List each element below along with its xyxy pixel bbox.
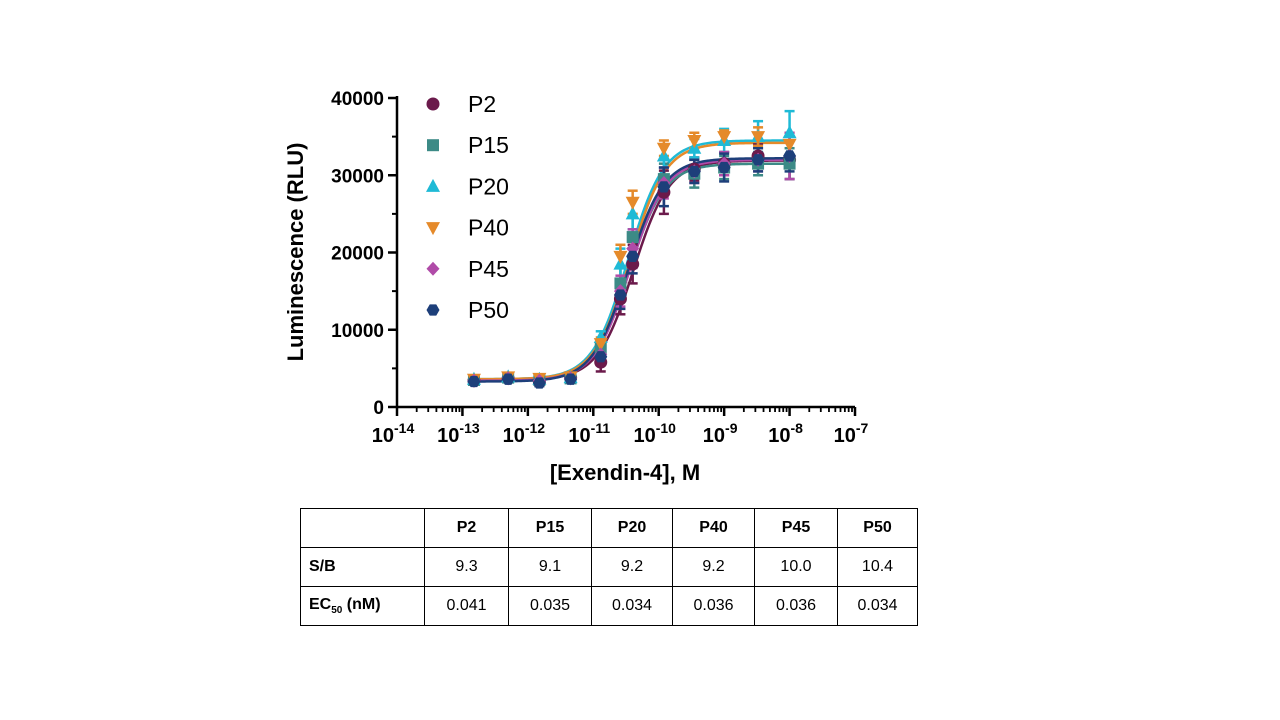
data-point-p50: [467, 375, 481, 388]
row-label-ec50: EC50 (nM): [300, 586, 425, 626]
legend-marker-p40: [426, 222, 440, 236]
legend-marker-p15: [427, 139, 439, 152]
ec-label-main: EC: [309, 595, 332, 613]
table-row: S/B 9.3 9.1 9.2 9.2 10.0 10.4: [300, 547, 918, 587]
x-axis-title: [Exendin-4], M: [550, 460, 700, 485]
data-point-p15: [626, 231, 639, 244]
x-tick-label: 10-14: [372, 420, 415, 447]
ec-label-sub: 50: [331, 605, 343, 617]
data-point-p40: [751, 131, 766, 145]
data-point-p50: [751, 154, 765, 166]
x-tick-base: 10: [503, 425, 525, 447]
table-cell: 0.041: [424, 586, 509, 626]
table-cell: 9.1: [508, 547, 592, 587]
x-tick-label: 10-7: [834, 420, 869, 447]
data-point-p15: [614, 277, 627, 290]
x-tick-base: 10: [437, 425, 459, 447]
x-tick-label: 10-12: [503, 420, 546, 447]
data-point-p40: [782, 138, 797, 152]
data-point-p20: [782, 125, 797, 139]
data-point-p50: [613, 289, 627, 301]
x-tick-exponent: -9: [725, 420, 738, 436]
x-tick-label: 10-9: [703, 420, 738, 447]
x-tick-exponent: -7: [856, 420, 869, 436]
plot-area: [466, 109, 797, 389]
legend-label-p45: P45: [468, 256, 509, 282]
x-tick-base: 10: [372, 425, 394, 447]
x-tick-base: 10: [703, 425, 725, 447]
y-tick-label: 30000: [331, 166, 384, 187]
y-tick-label: 20000: [331, 244, 384, 265]
data-point-p50: [564, 373, 578, 385]
data-point-p40: [613, 250, 628, 264]
data-point-p50: [532, 377, 546, 389]
x-tick-base: 10: [633, 425, 655, 447]
legend-label-p40: P40: [468, 215, 509, 241]
data-point-p40: [687, 134, 702, 148]
x-tick-exponent: -8: [790, 420, 803, 436]
table-header-cell: P40: [672, 508, 755, 548]
data-point-p50: [717, 161, 731, 174]
results-table: P2 P15 P20 P40 P45 P50 S/B 9.3 9.1 9.2 9…: [300, 508, 918, 626]
data-point-p50: [501, 373, 515, 385]
data-point-p20: [625, 206, 640, 220]
legend: P2 P15 P20 P40 P45 P50: [426, 91, 509, 323]
table-cell: 9.2: [591, 547, 673, 587]
x-tick-exponent: -11: [591, 420, 611, 436]
table-header-cell: P2: [424, 508, 509, 548]
row-label-sb: S/B: [300, 547, 425, 587]
legend-label-p20: P20: [468, 173, 509, 199]
table-cell: 0.035: [508, 586, 592, 626]
table-header-cell: P50: [837, 508, 918, 548]
legend-label-p2: P2: [468, 91, 496, 117]
x-tick-base: 10: [768, 425, 790, 447]
data-point-p40: [656, 142, 671, 156]
table-row: EC50 (nM) 0.041 0.035 0.034 0.036 0.036 …: [300, 586, 918, 626]
x-tick-exponent: -10: [656, 420, 676, 436]
legend-marker-p20: [426, 178, 440, 192]
table-cell: 9.2: [672, 547, 755, 587]
data-point-p50: [657, 181, 671, 193]
table-header-row: P2 P15 P20 P40 P45 P50: [300, 508, 918, 548]
data-point-p50: [626, 250, 640, 262]
legend-label-p50: P50: [468, 297, 509, 323]
y-tick-label: 40000: [331, 89, 384, 110]
table-cell: 10.0: [754, 547, 838, 587]
x-tick-exponent: -12: [525, 420, 545, 436]
legend-marker-p45: [426, 261, 440, 276]
table-header-cell: P20: [591, 508, 673, 548]
data-point-p40: [717, 131, 732, 145]
y-tick-label: 10000: [331, 321, 384, 342]
table-cell: 0.036: [754, 586, 838, 626]
legend-marker-p50: [426, 304, 440, 316]
legend-label-p15: P15: [468, 132, 509, 158]
x-tick-exponent: -13: [459, 420, 479, 436]
data-point-p50: [687, 165, 701, 178]
table-cell: 0.034: [837, 586, 918, 626]
x-tick-base: 10: [568, 425, 590, 447]
data-point-p40: [593, 338, 608, 352]
y-tick-label: 0: [373, 398, 384, 419]
x-tick-label: 10-10: [633, 420, 676, 447]
y-axis-title: Luminescence (RLU): [283, 143, 308, 362]
ec-label-unit: (nM): [342, 595, 381, 613]
legend-marker-p2: [426, 97, 440, 111]
table-cell: 0.034: [591, 586, 673, 626]
data-point-p50: [783, 150, 797, 162]
table-header-cell: P15: [508, 508, 592, 548]
x-tick-label: 10-11: [568, 420, 610, 447]
table-cell: 9.3: [424, 547, 509, 587]
table-cell: 0.036: [672, 586, 755, 626]
table-header-cell: [300, 508, 425, 548]
data-point-p40: [625, 196, 640, 210]
table-header-cell: P45: [754, 508, 838, 548]
x-tick-exponent: -14: [394, 420, 414, 436]
x-tick-label: 10-8: [768, 420, 803, 447]
x-tick-label: 10-13: [437, 420, 480, 447]
data-point-p50: [594, 351, 608, 363]
table-cell: 10.4: [837, 547, 918, 587]
x-tick-base: 10: [834, 425, 856, 447]
